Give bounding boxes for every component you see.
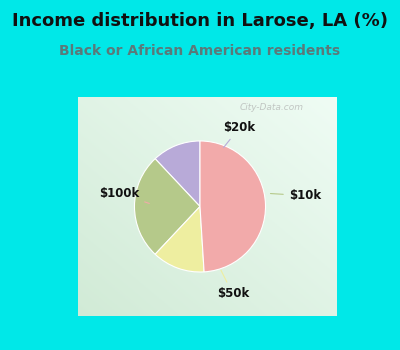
Text: City-Data.com: City-Data.com [240,103,304,112]
Text: $20k: $20k [223,121,255,148]
Text: $100k: $100k [99,187,149,203]
Text: $50k: $50k [217,270,249,300]
Wedge shape [134,159,200,254]
Wedge shape [155,206,204,272]
Wedge shape [155,141,200,206]
Text: Black or African American residents: Black or African American residents [60,44,340,58]
Wedge shape [200,141,266,272]
Text: Income distribution in Larose, LA (%): Income distribution in Larose, LA (%) [12,12,388,30]
Text: $10k: $10k [270,189,321,202]
